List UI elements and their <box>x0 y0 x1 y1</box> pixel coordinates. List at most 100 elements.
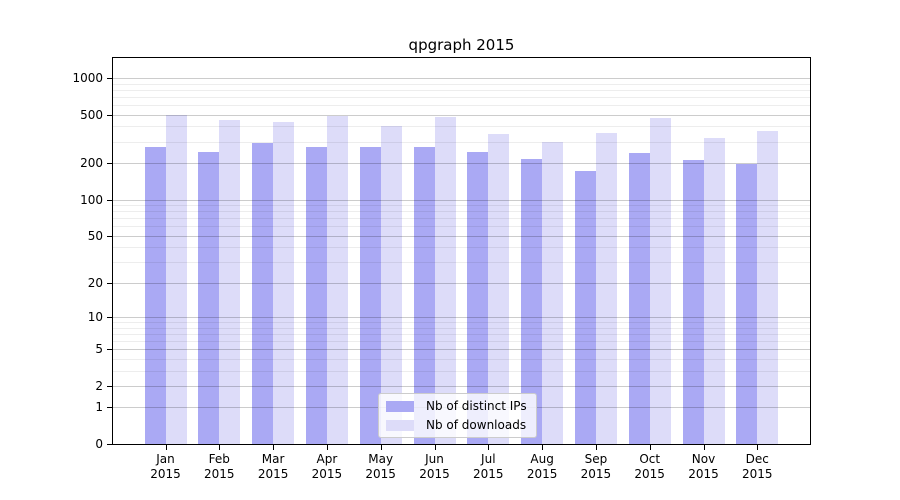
x-tickmark-sep <box>595 445 597 450</box>
y-tick-label-1: 1 <box>95 400 103 415</box>
legend-label-distinct-ips: Nb of distinct IPs <box>426 399 527 413</box>
x-tick-label-apr: Apr 2015 <box>311 452 343 481</box>
gridline-minor-300 <box>113 141 810 143</box>
plot-area <box>112 57 811 445</box>
bar-distinct-ips-dec <box>736 163 758 444</box>
y-tick-label-10: 10 <box>87 309 103 324</box>
gridline-minor-40 <box>113 247 810 249</box>
x-tickmark-feb <box>219 445 221 450</box>
gridline-minor-70 <box>113 218 810 220</box>
x-tick-label-oct: Oct 2015 <box>634 452 665 481</box>
y-tickmark-0 <box>107 444 112 445</box>
x-tickmark-may <box>380 445 382 450</box>
x-tick-label-dec: Dec 2015 <box>742 452 773 481</box>
gridline-20 <box>113 282 810 284</box>
y-tickmark-1000 <box>107 78 112 80</box>
bar-distinct-ips-jun <box>413 147 435 444</box>
y-tickmark-500 <box>107 114 112 116</box>
gridline-500 <box>113 114 810 116</box>
bar-downloads-aug <box>542 142 564 444</box>
x-tick-label-sep: Sep 2015 <box>580 452 612 481</box>
gridline-minor-9 <box>113 322 810 324</box>
bar-distinct-ips-feb <box>198 151 220 444</box>
x-tickmark-jun <box>434 445 436 450</box>
bar-distinct-ips-aug <box>521 159 543 444</box>
gridline-minor-600 <box>113 105 810 107</box>
y-tickmark-5 <box>107 349 112 351</box>
y-tick-label-100: 100 <box>80 192 103 207</box>
bar-distinct-ips-jan <box>144 147 166 444</box>
gridline-minor-900 <box>113 83 810 85</box>
x-tick-label-jun: Jun 2015 <box>419 452 450 481</box>
gridline-minor-400 <box>113 126 810 128</box>
y-tickmark-200 <box>107 163 112 165</box>
y-tick-label-200: 200 <box>80 156 103 171</box>
bar-downloads-jun <box>434 116 456 444</box>
legend-swatch-downloads-icon <box>386 419 414 431</box>
x-tickmark-jan <box>165 445 167 450</box>
gridline-minor-90 <box>113 205 810 207</box>
legend: Nb of distinct IPs Nb of downloads <box>378 393 537 438</box>
gridline-10 <box>113 316 810 318</box>
x-tickmark-jul <box>488 445 490 450</box>
bar-distinct-ips-apr <box>305 147 327 444</box>
gridline-50 <box>113 235 810 237</box>
bar-downloads-jan <box>165 115 187 444</box>
y-tick-label-500: 500 <box>80 107 103 122</box>
gridline-minor-7 <box>113 333 810 335</box>
bar-distinct-ips-may <box>359 147 381 444</box>
chart-title: qpgraph 2015 <box>408 36 515 54</box>
gridline-minor-4 <box>113 358 810 360</box>
gridline-minor-3 <box>113 370 810 372</box>
y-tick-label-5: 5 <box>95 342 103 357</box>
y-tickmark-50 <box>107 235 112 237</box>
legend-item-downloads: Nb of downloads <box>386 418 527 432</box>
x-tick-label-aug: Aug 2015 <box>526 452 558 481</box>
bar-downloads-mar <box>273 122 295 444</box>
bar-downloads-nov <box>703 138 725 444</box>
x-tickmark-apr <box>326 445 328 450</box>
gridline-200 <box>113 163 810 165</box>
bar-downloads-feb <box>219 119 241 444</box>
bar-distinct-ips-nov <box>682 159 704 444</box>
y-tickmark-100 <box>107 199 112 201</box>
bar-downloads-may <box>380 125 402 444</box>
x-tickmark-oct <box>649 445 651 450</box>
gridline-minor-700 <box>113 96 810 98</box>
gridline-2 <box>113 385 810 387</box>
y-tickmark-20 <box>107 282 112 284</box>
x-tick-label-mar: Mar 2015 <box>257 452 289 481</box>
x-tick-label-may: May 2015 <box>365 452 396 481</box>
y-tick-label-1000: 1000 <box>72 71 103 86</box>
bar-downloads-oct <box>649 117 671 444</box>
x-tick-label-feb: Feb 2015 <box>204 452 235 481</box>
x-tickmark-dec <box>757 445 759 450</box>
y-tick-label-2: 2 <box>95 378 103 393</box>
y-tickmark-1 <box>107 407 112 409</box>
y-tickmark-10 <box>107 316 112 318</box>
bar-distinct-ips-mar <box>252 143 274 444</box>
bar-distinct-ips-oct <box>628 153 650 444</box>
gridline-minor-6 <box>113 340 810 342</box>
bar-distinct-ips-sep <box>574 170 596 444</box>
bar-distinct-ips-jul <box>467 152 489 444</box>
legend-item-distinct-ips: Nb of distinct IPs <box>386 399 527 413</box>
gridline-minor-8 <box>113 327 810 329</box>
x-tickmark-nov <box>703 445 705 450</box>
x-tick-label-nov: Nov 2015 <box>688 452 719 481</box>
bar-downloads-dec <box>757 130 779 444</box>
gridline-1000 <box>113 78 810 80</box>
x-tick-label-jul: Jul 2015 <box>473 452 504 481</box>
bar-downloads-apr <box>326 116 348 444</box>
legend-label-downloads: Nb of downloads <box>426 418 527 432</box>
gridline-minor-60 <box>113 226 810 228</box>
y-tick-label-50: 50 <box>87 228 103 243</box>
x-tick-label-jan: Jan 2015 <box>150 452 181 481</box>
gridline-minor-800 <box>113 89 810 91</box>
gridline-minor-30 <box>113 262 810 264</box>
gridline-5 <box>113 349 810 351</box>
x-tickmark-aug <box>542 445 544 450</box>
y-tick-label-20: 20 <box>87 275 103 290</box>
y-tickmark-2 <box>107 385 112 387</box>
